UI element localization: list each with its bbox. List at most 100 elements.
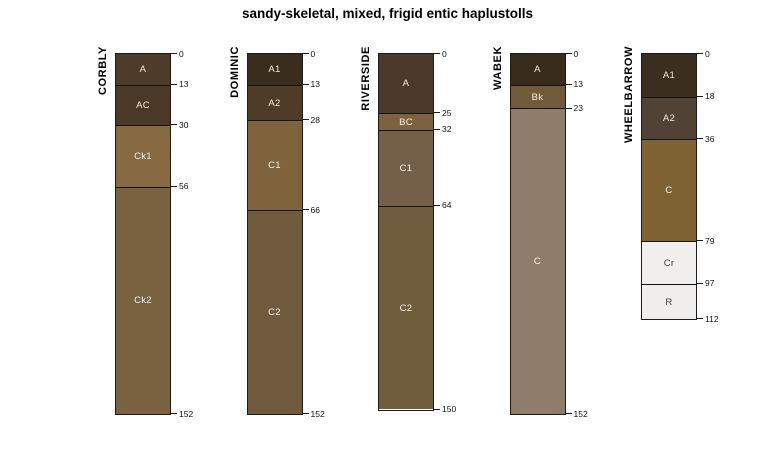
profile-name-label-wheelbarrow: WHEELBARROW [623,46,635,144]
horizon-block-dominic-a1: A1 [247,54,302,85]
depth-tick [696,318,703,320]
depth-tick [301,53,309,54]
horizon-label: R [665,296,673,308]
profile-body-wabek: A Bk C [509,53,566,416]
profile-body-dominic: A1 A2 C1 C2 [246,53,303,416]
depth-tick [170,124,177,126]
horizon-block-wheelbarrow-a2: A2 [642,96,696,140]
depth-tick [170,413,177,415]
horizon-block-wheelbarrow-cr: Cr [642,241,696,284]
plot-title: sandy-skeletal, mixed, frigid entic hapl… [241,6,534,21]
depth-tick-label: 13 [573,79,583,90]
depth-tick-label: 56 [179,181,189,192]
horizon-label: A2 [662,112,676,124]
depth-tick-label: 66 [310,204,320,215]
horizon-block-riverside-c2: C2 [379,205,433,410]
depth-tick-label: 64 [442,200,452,211]
depth-tick-label: 97 [705,278,715,289]
depth-tick [170,185,177,187]
depth-tick-label: 0 [442,48,447,59]
horizon-block-corbly-ck1: Ck1 [116,125,170,187]
depth-tick [564,107,572,109]
horizon-block-riverside-bc: BC [379,113,433,130]
depth-tick [696,53,703,54]
depth-tick [564,83,572,85]
horizon-label: AC [136,99,150,111]
depth-tick-label: 150 [442,404,457,414]
horizon-label: C1 [399,162,413,174]
depth-tick-label: 0 [573,48,579,59]
horizon-label: C [665,185,673,197]
horizon-block-wabek-c: C [510,108,565,415]
profile-name-label-corbly: CORBLY [97,46,109,96]
depth-tick-label: 152 [179,408,194,419]
horizon-label: C1 [268,160,281,172]
horizon-label: Cr [663,257,675,269]
horizon-block-dominic-c2: C2 [247,210,302,415]
depth-tick [433,53,440,54]
horizon-block-wheelbarrow-a1: A1 [642,54,696,97]
horizon-block-wabek-bk: Bk [510,84,565,109]
profile-body-corbly: A AC Ck1 Ck2 [115,53,171,416]
depth-tick [433,128,440,130]
horizon-label: BC [399,116,413,128]
depth-tick-label: 13 [179,79,189,90]
profile-body-riverside: A BC C1 C2 [378,53,434,411]
depth-tick [301,119,309,121]
horizon-label: C2 [268,307,281,319]
horizon-label: C [533,256,542,268]
depth-tick-label: 28 [310,114,320,125]
horizon-block-corbly-a: A [116,54,170,85]
depth-tick-label: 32 [442,124,452,135]
depth-tick-label: 36 [705,133,715,144]
horizon-block-corbly-ac: AC [116,84,170,126]
depth-tick-label: 79 [705,235,715,246]
horizon-label: Ck2 [134,295,152,307]
horizon-label: A [139,63,147,75]
profile-name-label-wabek: WABEK [491,46,504,90]
depth-tick [696,95,703,97]
depth-tick-label: 152 [310,408,325,419]
depth-tick [170,53,177,54]
depth-tick [433,408,440,410]
horizon-block-dominic-a2: A2 [247,84,302,121]
depth-tick [301,83,309,85]
depth-tick-label: 23 [573,103,583,113]
depth-tick [301,209,309,211]
depth-tick-label: 0 [179,48,184,59]
horizon-label: A1 [662,69,676,81]
horizon-block-corbly-ck2: Ck2 [116,186,170,415]
depth-tick-label: 18 [705,91,715,102]
horizon-label: A [402,78,410,90]
depth-tick [301,413,309,415]
horizon-block-wabek-a: A [510,54,565,85]
depth-tick-label: 25 [442,107,452,118]
depth-tick-label: 13 [310,79,320,90]
horizon-label: A [534,63,541,75]
depth-tick-label: 0 [310,48,316,59]
depth-tick [696,138,703,140]
depth-tick [696,240,703,242]
horizon-block-riverside-a: A [379,54,433,114]
depth-tick-label: 152 [573,408,588,419]
horizon-block-wheelbarrow-r: R [642,283,696,320]
horizon-label: Ck1 [134,150,152,162]
horizon-label: C2 [399,302,413,314]
depth-tick [696,282,703,284]
depth-tick [433,204,440,206]
depth-tick-label: 112 [705,313,719,324]
depth-tick [564,413,572,415]
horizon-block-dominic-c1: C1 [247,120,302,211]
horizon-label: A1 [268,63,281,75]
horizon-block-riverside-c1: C1 [379,129,433,206]
horizon-block-wheelbarrow-c: C [642,139,696,242]
depth-tick [433,112,440,114]
profile-body-wheelbarrow: A1 A2 C Cr R [641,53,697,321]
profile-name-label-dominic: DOMINIC [228,46,241,98]
depth-tick-label: 0 [705,48,710,59]
horizon-label: A2 [268,97,281,109]
horizon-label: Bk [531,91,544,103]
depth-tick [170,83,177,85]
profile-name-label-riverside: RIVERSIDE [360,46,372,111]
